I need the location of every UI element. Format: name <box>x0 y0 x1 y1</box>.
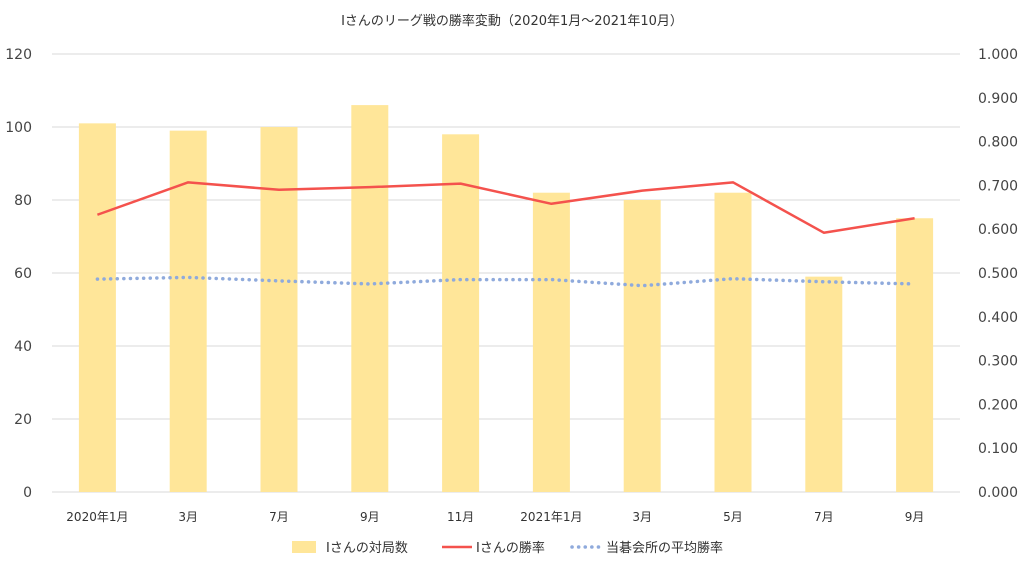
x-tick-label: 3月 <box>632 510 652 524</box>
y-right-tick-label: 1.000 <box>978 47 1018 63</box>
legend-label: Iさんの対局数 <box>326 541 408 556</box>
bar <box>78 123 116 492</box>
legend-label: 当碁会所の平均勝率 <box>606 540 723 556</box>
y-right-tick-label: 0.200 <box>978 397 1018 413</box>
y-left-tick-label: 0 <box>23 485 32 501</box>
y-right-tick-label: 0.500 <box>978 266 1018 282</box>
bar-series <box>78 105 934 493</box>
y-left-tick-label: 100 <box>5 120 32 136</box>
y-right-tick-label: 0.000 <box>978 485 1018 501</box>
y-right-tick-label: 0.900 <box>978 91 1018 107</box>
y-right-tick-label: 0.400 <box>978 310 1018 326</box>
y-right-tick-label: 0.100 <box>978 441 1018 457</box>
x-tick-label: 11月 <box>447 510 474 524</box>
y-right-tick-label: 0.700 <box>978 178 1018 194</box>
chart-title: Iさんのリーグ戦の勝率変動（2020年1月～2021年10月） <box>341 13 683 29</box>
y-left-tick-label: 20 <box>14 412 32 428</box>
y-left-tick-label: 60 <box>14 266 32 282</box>
x-tick-label: 9月 <box>360 510 380 524</box>
legend-label: Iさんの勝率 <box>476 540 545 556</box>
right-axis-ticks: 0.000 0.100 0.200 0.300 0.400 0.500 0.600 0.700… <box>978 47 1018 501</box>
x-tick-label: 7月 <box>269 510 289 524</box>
y-right-tick-label: 0.600 <box>978 222 1018 238</box>
x-axis-ticks: 2020年1月 3月 7月 9月 11月 2021年1月 3月 5月 7月 9月 <box>66 510 924 524</box>
x-tick-label: 9月 <box>905 510 925 524</box>
x-tick-label: 3月 <box>178 510 198 524</box>
legend-swatch-bar <box>292 541 316 553</box>
bar <box>260 127 298 492</box>
legend: Iさんの対局数 Iさんの勝率 当碁会所の平均勝率 <box>292 540 723 556</box>
y-left-tick-label: 80 <box>14 193 32 209</box>
x-tick-label: 5月 <box>723 510 743 524</box>
x-tick-label: 2020年1月 <box>66 510 128 524</box>
bar <box>169 130 207 492</box>
bar <box>623 200 661 492</box>
bar <box>896 218 934 492</box>
x-tick-label: 7月 <box>814 510 834 524</box>
bar <box>442 134 480 493</box>
y-right-tick-label: 0.800 <box>978 135 1018 151</box>
bar <box>714 192 752 492</box>
y-right-tick-label: 0.300 <box>978 354 1018 370</box>
line-series <box>95 181 917 288</box>
winrate-line <box>96 181 915 234</box>
average-winrate-line <box>95 275 917 288</box>
bar <box>351 105 389 492</box>
left-axis-ticks: 0 20 40 60 80 100 120 <box>5 47 32 501</box>
bar <box>805 276 843 492</box>
y-left-tick-label: 120 <box>5 47 32 63</box>
x-tick-label: 2021年1月 <box>520 510 582 524</box>
y-left-tick-label: 40 <box>14 339 32 355</box>
bar <box>532 192 570 492</box>
